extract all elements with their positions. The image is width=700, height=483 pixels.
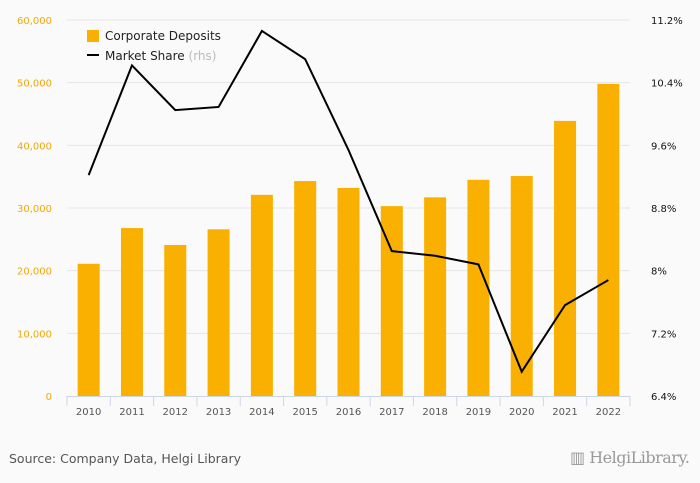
bar-2016 [337,187,360,396]
bar-2011 [120,228,143,396]
legend-label-market-share: Market Share (rhs) [105,49,216,63]
right-tick-label: 9.6% [651,141,676,152]
left-tick-label: 30,000 [17,204,52,215]
right-tick-label: 7.2% [651,329,676,340]
x-tick-label: 2018 [422,407,447,418]
bar-2018 [424,197,447,396]
x-tick-label: 2020 [509,407,534,418]
left-tick-label: 40,000 [17,141,52,152]
bar-2013 [207,229,230,396]
left-tick-label: 60,000 [17,16,52,27]
x-tick-label: 2017 [379,407,404,418]
right-tick-label: 10.4% [651,79,683,90]
right-tick-label: 8% [651,267,667,278]
bar-2019 [467,179,490,396]
bar-2020 [510,176,533,396]
bar-2015 [294,181,317,396]
x-tick-label: 2010 [76,407,101,418]
bar-2012 [164,244,187,396]
right-tick-label: 6.4% [651,392,676,403]
right-tick-label: 11.2% [651,16,683,27]
x-tick-label: 2022 [596,407,621,418]
bar-2017 [380,206,403,396]
x-tick-label: 2019 [466,407,491,418]
helgi-library-logo[interactable]: ▥ HelgiLibrary. [570,448,690,467]
source-note: Source: Company Data, Helgi Library [9,451,242,466]
x-tick-label: 2013 [206,407,231,418]
x-tick-label: 2011 [119,407,144,418]
left-tick-label: 10,000 [17,329,52,340]
legend-label-corporate-deposits: Corporate Deposits [105,29,221,43]
x-tick-label: 2021 [552,407,577,418]
bar-2010 [77,263,100,396]
x-tick-label: 2012 [163,407,188,418]
x-tick-label: 2016 [336,407,361,418]
bar-2022 [597,83,620,397]
legend-rhs-note: (rhs) [189,49,217,63]
bar-2021 [554,120,577,396]
bar-2014 [250,194,273,396]
right-tick-label: 8.8% [651,204,676,215]
left-tick-label: 20,000 [17,267,52,278]
left-tick-label: 50,000 [17,79,52,90]
legend-swatch-corporate-deposits [87,30,99,42]
left-tick-label: 0 [46,392,52,403]
x-tick-label: 2015 [292,407,317,418]
x-tick-label: 2014 [249,407,274,418]
